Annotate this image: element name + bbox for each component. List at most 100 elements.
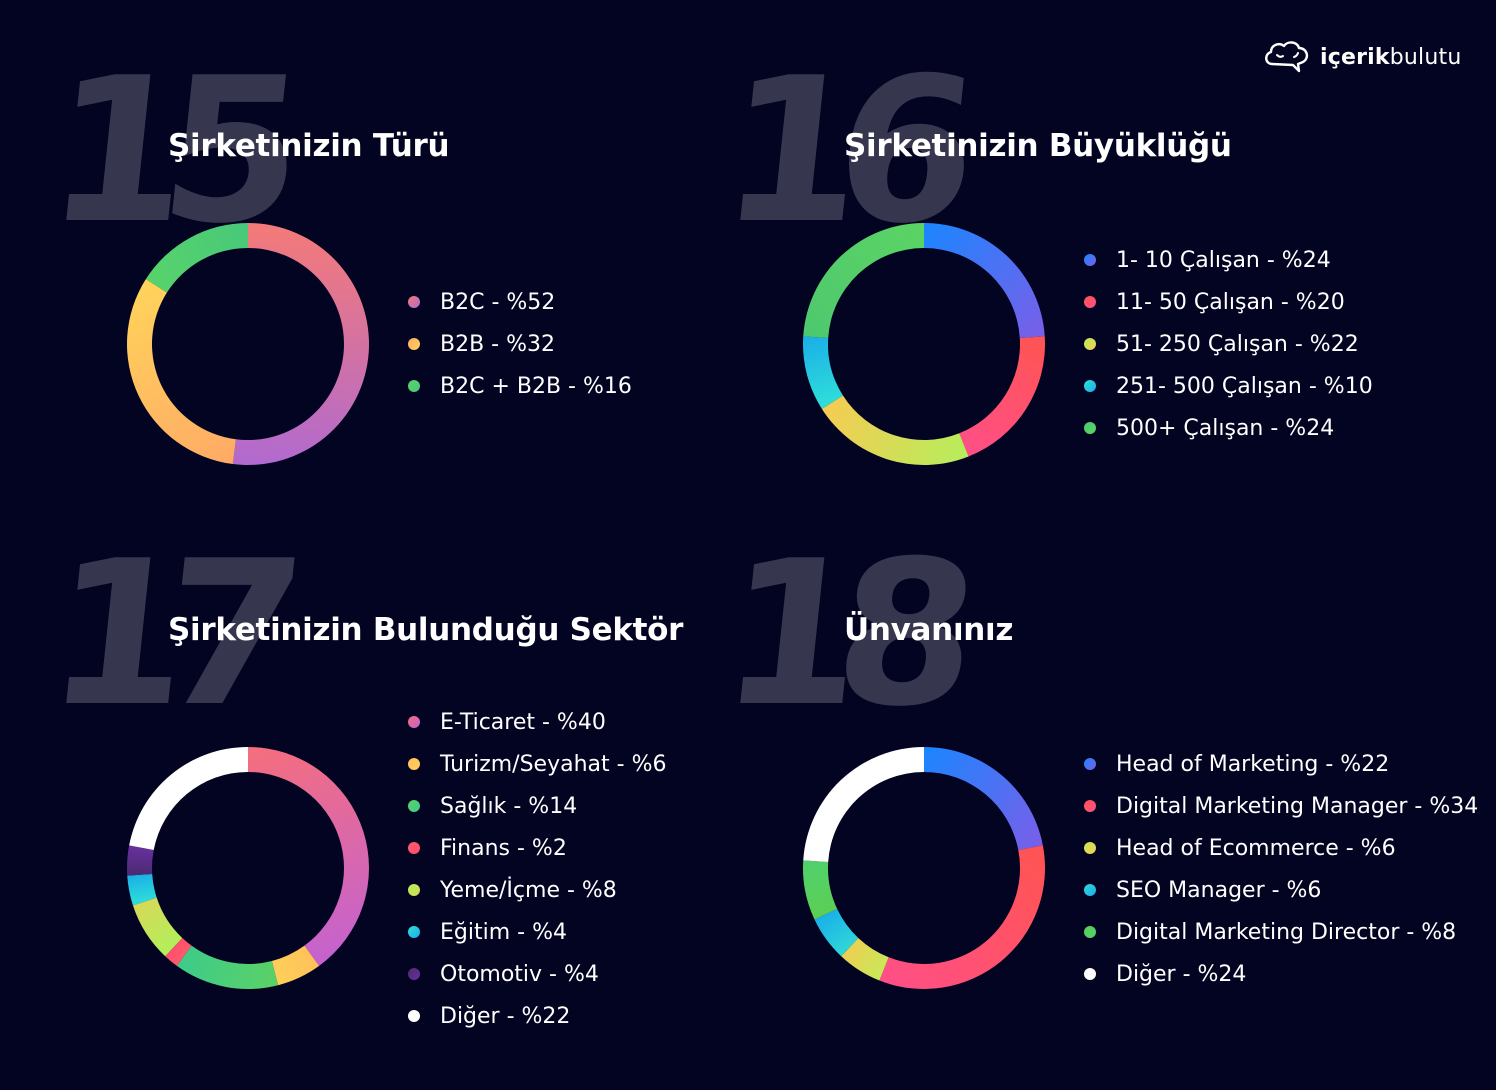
cloud-chat-icon (1265, 41, 1309, 73)
legend-item: Otomotiv - %4 (400, 953, 666, 995)
legend-dot-icon (1084, 926, 1096, 938)
donut-segment (803, 223, 924, 338)
donut-segment (924, 223, 1045, 338)
legend-label: E-Ticaret - %40 (440, 709, 606, 735)
donut-segment (127, 874, 157, 906)
legend-dot-icon (1084, 758, 1096, 770)
legend-label: Digital Marketing Manager - %34 (1116, 793, 1479, 819)
donut-segment (271, 945, 320, 986)
legend-item: Diğer - %24 (1076, 953, 1478, 995)
donut-segment (841, 937, 889, 981)
legend-item: Digital Marketing Manager - %34 (1076, 785, 1478, 827)
chart-legend: 1- 10 Çalışan - %24 11- 50 Çalışan - %20 5… (1076, 239, 1373, 449)
section-title: Şirketinizin Türü (168, 128, 450, 164)
section-title: Şirketinizin Büyüklüğü (844, 128, 1232, 164)
legend-item: E-Ticaret - %40 (400, 701, 666, 743)
section-title: Şirketinizin Bulunduğu Sektör (168, 612, 684, 648)
legend-label: SEO Manager - %6 (1116, 877, 1322, 903)
legend-label: B2B - %32 (440, 331, 556, 357)
legend-item: Eğitim - %4 (400, 911, 666, 953)
legend-label: B2C - %52 (440, 289, 556, 315)
legend-item: Yeme/İçme - %8 (400, 869, 666, 911)
legend-label: Otomotiv - %4 (440, 961, 599, 987)
legend-dot-icon (408, 296, 420, 308)
chart-legend: Head of Marketing - %22 Digital Marketing… (1076, 743, 1478, 995)
legend-dot-icon (408, 800, 420, 812)
donut-segment (232, 223, 369, 465)
legend-label: Diğer - %22 (440, 1003, 571, 1029)
legend-label: Head of Ecommerce - %6 (1116, 835, 1396, 861)
legend-dot-icon (408, 926, 420, 938)
legend-dot-icon (1084, 968, 1096, 980)
legend-dot-icon (1084, 422, 1096, 434)
legend-dot-icon (408, 380, 420, 392)
legend-label: 11- 50 Çalışan - %20 (1116, 289, 1345, 315)
legend-dot-icon (1084, 296, 1096, 308)
donut-segment (248, 747, 369, 966)
donut-segment (129, 747, 248, 851)
donut-chart (803, 747, 1045, 989)
donut-segment (176, 945, 279, 989)
legend-item: Sağlık - %14 (400, 785, 666, 827)
donut-chart (803, 223, 1045, 465)
legend-item: Head of Marketing - %22 (1076, 743, 1478, 785)
legend-dot-icon (1084, 800, 1096, 812)
donut-chart (126, 223, 369, 465)
donut-segment (924, 747, 1043, 851)
legend-label: Finans - %2 (440, 835, 567, 861)
donut-segment (814, 908, 859, 957)
legend-dot-icon (1084, 338, 1096, 350)
legend-dot-icon (408, 716, 420, 728)
legend-item: B2B - %32 (400, 323, 632, 365)
legend-dot-icon (1084, 380, 1096, 392)
legend-item: B2C - %52 (400, 281, 632, 323)
donut-chart (127, 747, 369, 989)
donut-segment (132, 897, 183, 957)
legend-dot-icon (408, 842, 420, 854)
legend-item: B2C + B2B - %16 (400, 365, 632, 407)
donut-segment (879, 845, 1045, 989)
donut-segment (803, 860, 838, 920)
legend-label: 51- 250 Çalışan - %22 (1116, 331, 1359, 357)
legend-dot-icon (1084, 884, 1096, 896)
legend-label: Eğitim - %4 (440, 919, 567, 945)
donut-segment (821, 395, 969, 465)
legend-item: Head of Ecommerce - %6 (1076, 827, 1478, 869)
legend-item: 51- 250 Çalışan - %22 (1076, 323, 1373, 365)
legend-label: Digital Marketing Director - %8 (1116, 919, 1457, 945)
brand-logo: içerikbulutu (1262, 38, 1461, 76)
donut-segment (165, 937, 192, 966)
legend-label: 500+ Çalışan - %24 (1116, 415, 1335, 441)
legend-label: Head of Marketing - %22 (1116, 751, 1390, 777)
chart-legend: E-Ticaret - %40 Turizm/Seyahat - %6 Sağlık… (400, 701, 666, 1037)
donut-segment (803, 747, 924, 862)
legend-label: Turizm/Seyahat - %6 (440, 751, 667, 777)
legend-dot-icon (408, 758, 420, 770)
legend-dot-icon (408, 968, 420, 980)
legend-item: Finans - %2 (400, 827, 666, 869)
legend-label: 251- 500 Çalışan - %10 (1116, 373, 1373, 399)
legend-dot-icon (1084, 254, 1096, 266)
legend-dot-icon (408, 884, 420, 896)
legend-label: 1- 10 Çalışan - %24 (1116, 247, 1331, 273)
legend-item: 500+ Çalışan - %24 (1076, 407, 1373, 449)
donut-segment (145, 223, 248, 293)
legend-label: B2C + B2B - %16 (440, 373, 632, 399)
legend-item: Turizm/Seyahat - %6 (400, 743, 666, 785)
donut-segment (959, 336, 1045, 457)
brand-name: içerikbulutu (1320, 44, 1462, 70)
legend-item: 1- 10 Çalışan - %24 (1076, 239, 1373, 281)
donut-segment (127, 845, 154, 876)
legend-dot-icon (408, 338, 420, 350)
legend-item: 251- 500 Çalışan - %10 (1076, 365, 1373, 407)
legend-item: 11- 50 Çalışan - %20 (1076, 281, 1373, 323)
legend-label: Yeme/İçme - %8 (440, 877, 617, 903)
donut-segment (803, 336, 843, 409)
legend-dot-icon (408, 1010, 420, 1022)
section-title: Ünvanınız (844, 612, 1014, 648)
legend-item: Digital Marketing Director - %8 (1076, 911, 1478, 953)
chart-legend: B2C - %52 B2B - %32 B2C + B2B - %16 (400, 281, 632, 407)
legend-item: Diğer - %22 (400, 995, 666, 1037)
donut-segment (126, 279, 236, 465)
legend-label: Diğer - %24 (1116, 961, 1247, 987)
